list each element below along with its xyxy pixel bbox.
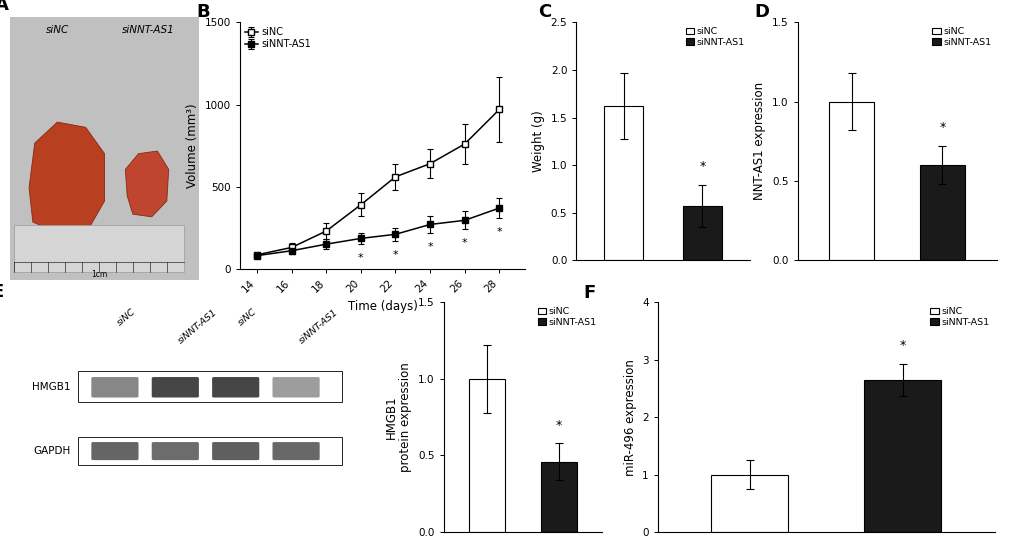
Text: F: F <box>583 284 595 302</box>
Text: siNNT-AS1: siNNT-AS1 <box>121 25 174 35</box>
Text: *: * <box>938 122 945 134</box>
Bar <box>78 437 342 465</box>
FancyBboxPatch shape <box>272 442 319 460</box>
Legend: siNC, siNNT-AS1: siNC, siNNT-AS1 <box>245 27 311 49</box>
X-axis label: Time (days): Time (days) <box>347 300 417 313</box>
Bar <box>919 165 964 260</box>
FancyBboxPatch shape <box>152 377 199 398</box>
Y-axis label: Volume (mm³): Volume (mm³) <box>185 103 199 188</box>
Y-axis label: HMGB1
protein expression: HMGB1 protein expression <box>384 362 412 472</box>
Text: D: D <box>753 3 768 21</box>
Bar <box>828 102 873 260</box>
Text: *: * <box>699 160 705 173</box>
FancyBboxPatch shape <box>92 377 139 398</box>
Polygon shape <box>125 151 168 217</box>
FancyBboxPatch shape <box>92 442 139 460</box>
FancyBboxPatch shape <box>272 377 319 398</box>
Bar <box>14 225 183 272</box>
Text: GAPDH: GAPDH <box>34 446 70 456</box>
Bar <box>78 371 342 402</box>
Legend: siNC, siNNT-AS1: siNC, siNNT-AS1 <box>929 307 988 327</box>
Text: *: * <box>392 250 397 260</box>
Text: B: B <box>197 3 210 21</box>
Y-axis label: Weight (g): Weight (g) <box>532 110 544 172</box>
FancyBboxPatch shape <box>152 442 199 460</box>
Text: siNC: siNC <box>236 307 259 328</box>
Bar <box>711 475 788 532</box>
FancyBboxPatch shape <box>212 442 259 460</box>
Text: *: * <box>462 239 467 249</box>
Text: *: * <box>899 339 905 352</box>
FancyBboxPatch shape <box>212 377 259 398</box>
Text: *: * <box>496 227 501 237</box>
Text: *: * <box>555 419 561 432</box>
Text: siNC: siNC <box>46 25 69 35</box>
Bar <box>864 380 941 532</box>
Text: siNNT-AS1: siNNT-AS1 <box>176 307 219 345</box>
Text: C: C <box>538 3 551 21</box>
Bar <box>603 106 643 260</box>
Text: *: * <box>427 242 432 251</box>
Text: HMGB1: HMGB1 <box>32 382 70 391</box>
Legend: siNC, siNNT-AS1: siNC, siNNT-AS1 <box>537 307 596 327</box>
Bar <box>540 461 576 532</box>
Y-axis label: miR-496 expression: miR-496 expression <box>623 359 636 475</box>
Y-axis label: NNT-AS1 expression: NNT-AS1 expression <box>753 82 765 200</box>
Text: *: * <box>358 253 364 263</box>
Bar <box>469 379 504 532</box>
Legend: siNC, siNNT-AS1: siNC, siNNT-AS1 <box>685 27 744 47</box>
Bar <box>682 206 721 260</box>
Text: A: A <box>0 0 9 14</box>
Polygon shape <box>30 122 105 232</box>
Polygon shape <box>36 125 100 218</box>
Text: siNNT-AS1: siNNT-AS1 <box>297 307 339 345</box>
Legend: siNC, siNNT-AS1: siNC, siNNT-AS1 <box>931 27 990 47</box>
FancyBboxPatch shape <box>10 17 199 280</box>
Text: 1cm: 1cm <box>91 270 107 279</box>
Text: E: E <box>0 283 4 301</box>
Text: siNC: siNC <box>116 307 138 328</box>
